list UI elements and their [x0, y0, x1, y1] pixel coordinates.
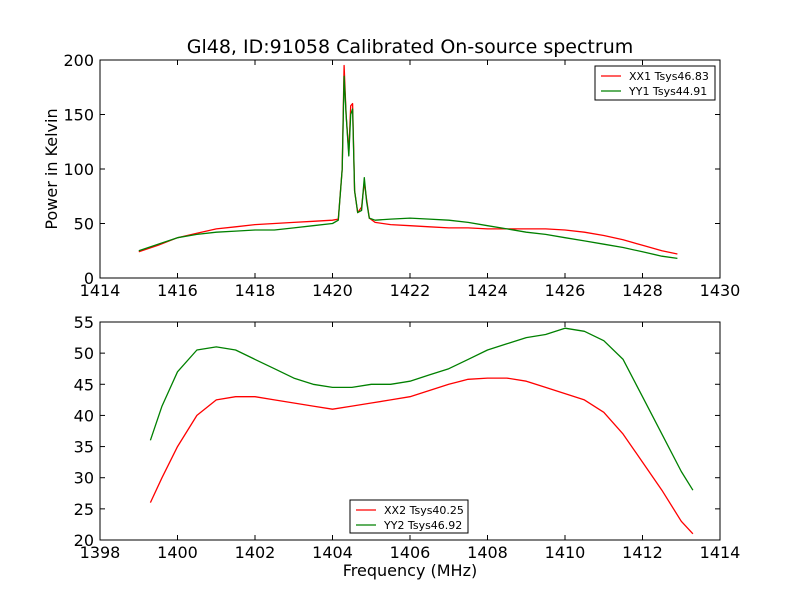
top-y-tick-label: 150: [63, 106, 94, 125]
bottom-series-line-xx: [149, 377, 694, 535]
top-legend-label-xx: XX1 Tsys46.83: [629, 70, 709, 83]
bottom-legend-box: [349, 499, 469, 534]
bottom-x-tick-label: 1414: [700, 543, 741, 562]
bottom-x-axis-label: Frequency (MHz): [343, 561, 477, 580]
bottom-y-tick-label: 40: [74, 406, 94, 425]
bottom-x-tick-label: 1408: [467, 543, 508, 562]
top-series-line-yy: [138, 75, 678, 260]
top-y-axis-label: Power in Kelvin: [42, 108, 61, 229]
bottom-x-tick-label: 1402: [235, 543, 276, 562]
bottom-y-tick-label: 30: [74, 469, 94, 488]
top-panel: 1414 1416 1418 1420 1422 1424 1426 1428 1430 0 50 1…: [42, 51, 740, 300]
top-x-tick-label: 1428: [622, 281, 663, 300]
top-x-tick-label: 1414: [80, 281, 121, 300]
top-x-tick-label: 1416: [157, 281, 198, 300]
bottom-y-tick-label: 45: [74, 375, 94, 394]
bottom-y-tick-label: 25: [74, 500, 94, 519]
top-x-tick-label: 1422: [390, 281, 431, 300]
top-x-tick-label: 1426: [545, 281, 586, 300]
top-y-tick-label: 0: [84, 269, 94, 288]
bottom-y-tick-label: 20: [74, 531, 94, 550]
bottom-panel: 1398 1400 1402 1404 1406 1408 1410 1412 1414 20 25…: [74, 313, 741, 580]
top-legend-box: [594, 65, 716, 101]
bottom-legend-label-xx: XX2 Tsys40.25: [384, 504, 464, 517]
top-y-tick-label: 200: [63, 51, 94, 70]
bottom-x-tick-label: 1400: [157, 543, 198, 562]
bottom-series-line-yy: [149, 327, 694, 491]
top-x-tick-label: 1424: [467, 281, 508, 300]
top-x-tick-label: 1420: [312, 281, 353, 300]
bottom-x-tick-label: 1410: [545, 543, 586, 562]
chart-title: Gl48, ID:91058 Calibrated On-source spec…: [187, 36, 634, 58]
bottom-x-tick-label: 1398: [80, 543, 121, 562]
top-x-tick-label: 1418: [235, 281, 276, 300]
bottom-x-tick-label: 1404: [312, 543, 353, 562]
bottom-x-tick-label: 1406: [390, 543, 431, 562]
top-y-tick-label: 100: [63, 160, 94, 179]
top-x-tick-label: 1430: [700, 281, 741, 300]
bottom-legend-label-yy: YY2 Tsys46.92: [383, 519, 462, 532]
bottom-y-tick-label: 55: [74, 313, 94, 332]
bottom-y-tick-label: 50: [74, 344, 94, 363]
bottom-y-tick-label: 35: [74, 438, 94, 457]
top-legend-label-yy: YY1 Tsys44.91: [628, 85, 707, 98]
bottom-x-tick-label: 1412: [622, 543, 663, 562]
top-y-tick-label: 50: [74, 215, 94, 234]
